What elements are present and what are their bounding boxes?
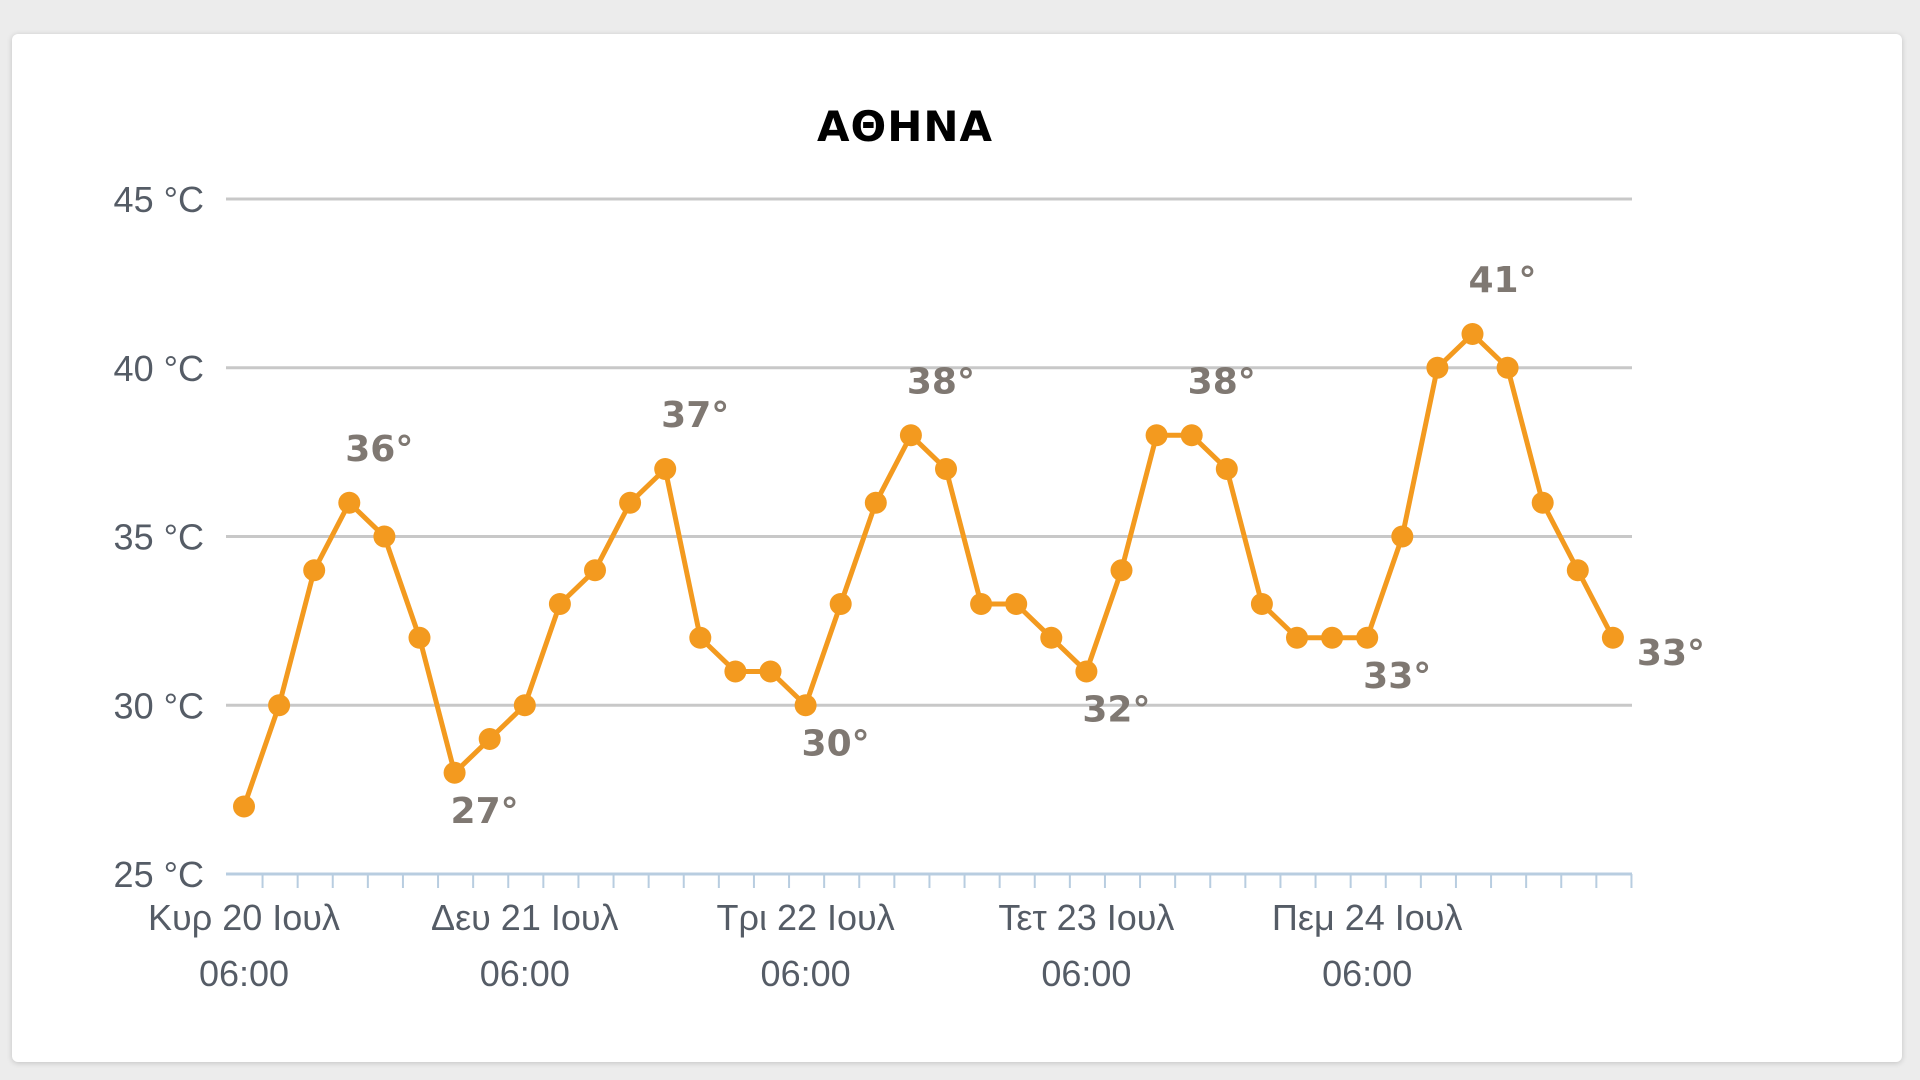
data-point xyxy=(724,660,747,683)
x-tick-label-day: Τρι 22 Ιουλ xyxy=(716,897,894,938)
data-label: 33° xyxy=(1363,656,1431,697)
data-point xyxy=(1496,356,1519,379)
data-point xyxy=(1531,491,1554,514)
x-tick-label-time: 06:00 xyxy=(199,953,289,994)
data-point xyxy=(1461,323,1484,345)
data-label: 36° xyxy=(345,429,413,470)
y-tick-label: 25 °C xyxy=(114,854,204,895)
data-point xyxy=(373,525,396,548)
data-label: 38° xyxy=(1188,361,1256,402)
data-point xyxy=(1566,559,1589,582)
data-point xyxy=(759,660,782,683)
x-tick-label-time: 06:00 xyxy=(480,953,570,994)
data-label: 41° xyxy=(1468,260,1536,301)
data-point xyxy=(1321,626,1344,649)
data-point xyxy=(794,694,817,717)
data-point xyxy=(1391,525,1414,548)
data-point xyxy=(1250,593,1273,615)
data-point xyxy=(1180,424,1203,447)
x-tick-label-time: 06:00 xyxy=(1322,953,1412,994)
data-point xyxy=(970,593,993,615)
data-point xyxy=(1145,424,1168,447)
data-label: 38° xyxy=(907,361,975,402)
data-point xyxy=(233,795,255,818)
data-point xyxy=(443,761,466,784)
data-label: 30° xyxy=(802,723,870,764)
data-point xyxy=(619,491,642,514)
x-tick-label-day: Κυρ 20 Ιουλ xyxy=(148,897,340,938)
y-tick-label: 35 °C xyxy=(114,517,204,558)
x-tick-label-day: Δευ 21 Ιουλ xyxy=(431,897,619,938)
data-point xyxy=(689,626,712,649)
data-point xyxy=(829,593,852,615)
data-point xyxy=(1040,626,1063,649)
data-label: 33° xyxy=(1637,633,1705,674)
data-label: 32° xyxy=(1082,690,1150,731)
data-point xyxy=(478,728,501,750)
data-point xyxy=(1110,559,1133,582)
data-point xyxy=(1356,626,1379,649)
data-point xyxy=(513,694,536,717)
data-point xyxy=(1601,626,1624,649)
data-point xyxy=(654,458,677,480)
x-tick-label-time: 06:00 xyxy=(1041,953,1131,994)
data-point xyxy=(338,491,361,514)
data-point xyxy=(584,559,606,582)
data-label: 27° xyxy=(451,791,519,832)
data-point xyxy=(408,626,431,649)
data-point xyxy=(303,559,326,582)
data-point xyxy=(268,694,291,717)
data-point xyxy=(899,424,922,447)
data-label: 37° xyxy=(661,395,729,436)
x-tick-label-time: 06:00 xyxy=(761,953,851,994)
chart-title: ΑΘΗΝΑ xyxy=(816,102,993,151)
data-point xyxy=(864,491,887,514)
data-point xyxy=(1426,356,1449,379)
x-tick-label-day: Πεμ 24 Ιουλ xyxy=(1272,897,1463,938)
y-tick-label: 40 °C xyxy=(114,348,204,389)
data-point xyxy=(548,593,571,615)
data-point xyxy=(1075,660,1098,683)
data-point xyxy=(1215,458,1238,480)
y-tick-label: 30 °C xyxy=(114,685,204,726)
data-point xyxy=(1005,593,1028,615)
y-tick-label: 45 °C xyxy=(114,179,204,220)
x-tick-label-day: Τετ 23 Ιουλ xyxy=(998,897,1174,938)
temperature-line xyxy=(241,331,1616,808)
data-point xyxy=(1286,626,1308,649)
data-point xyxy=(935,458,957,480)
